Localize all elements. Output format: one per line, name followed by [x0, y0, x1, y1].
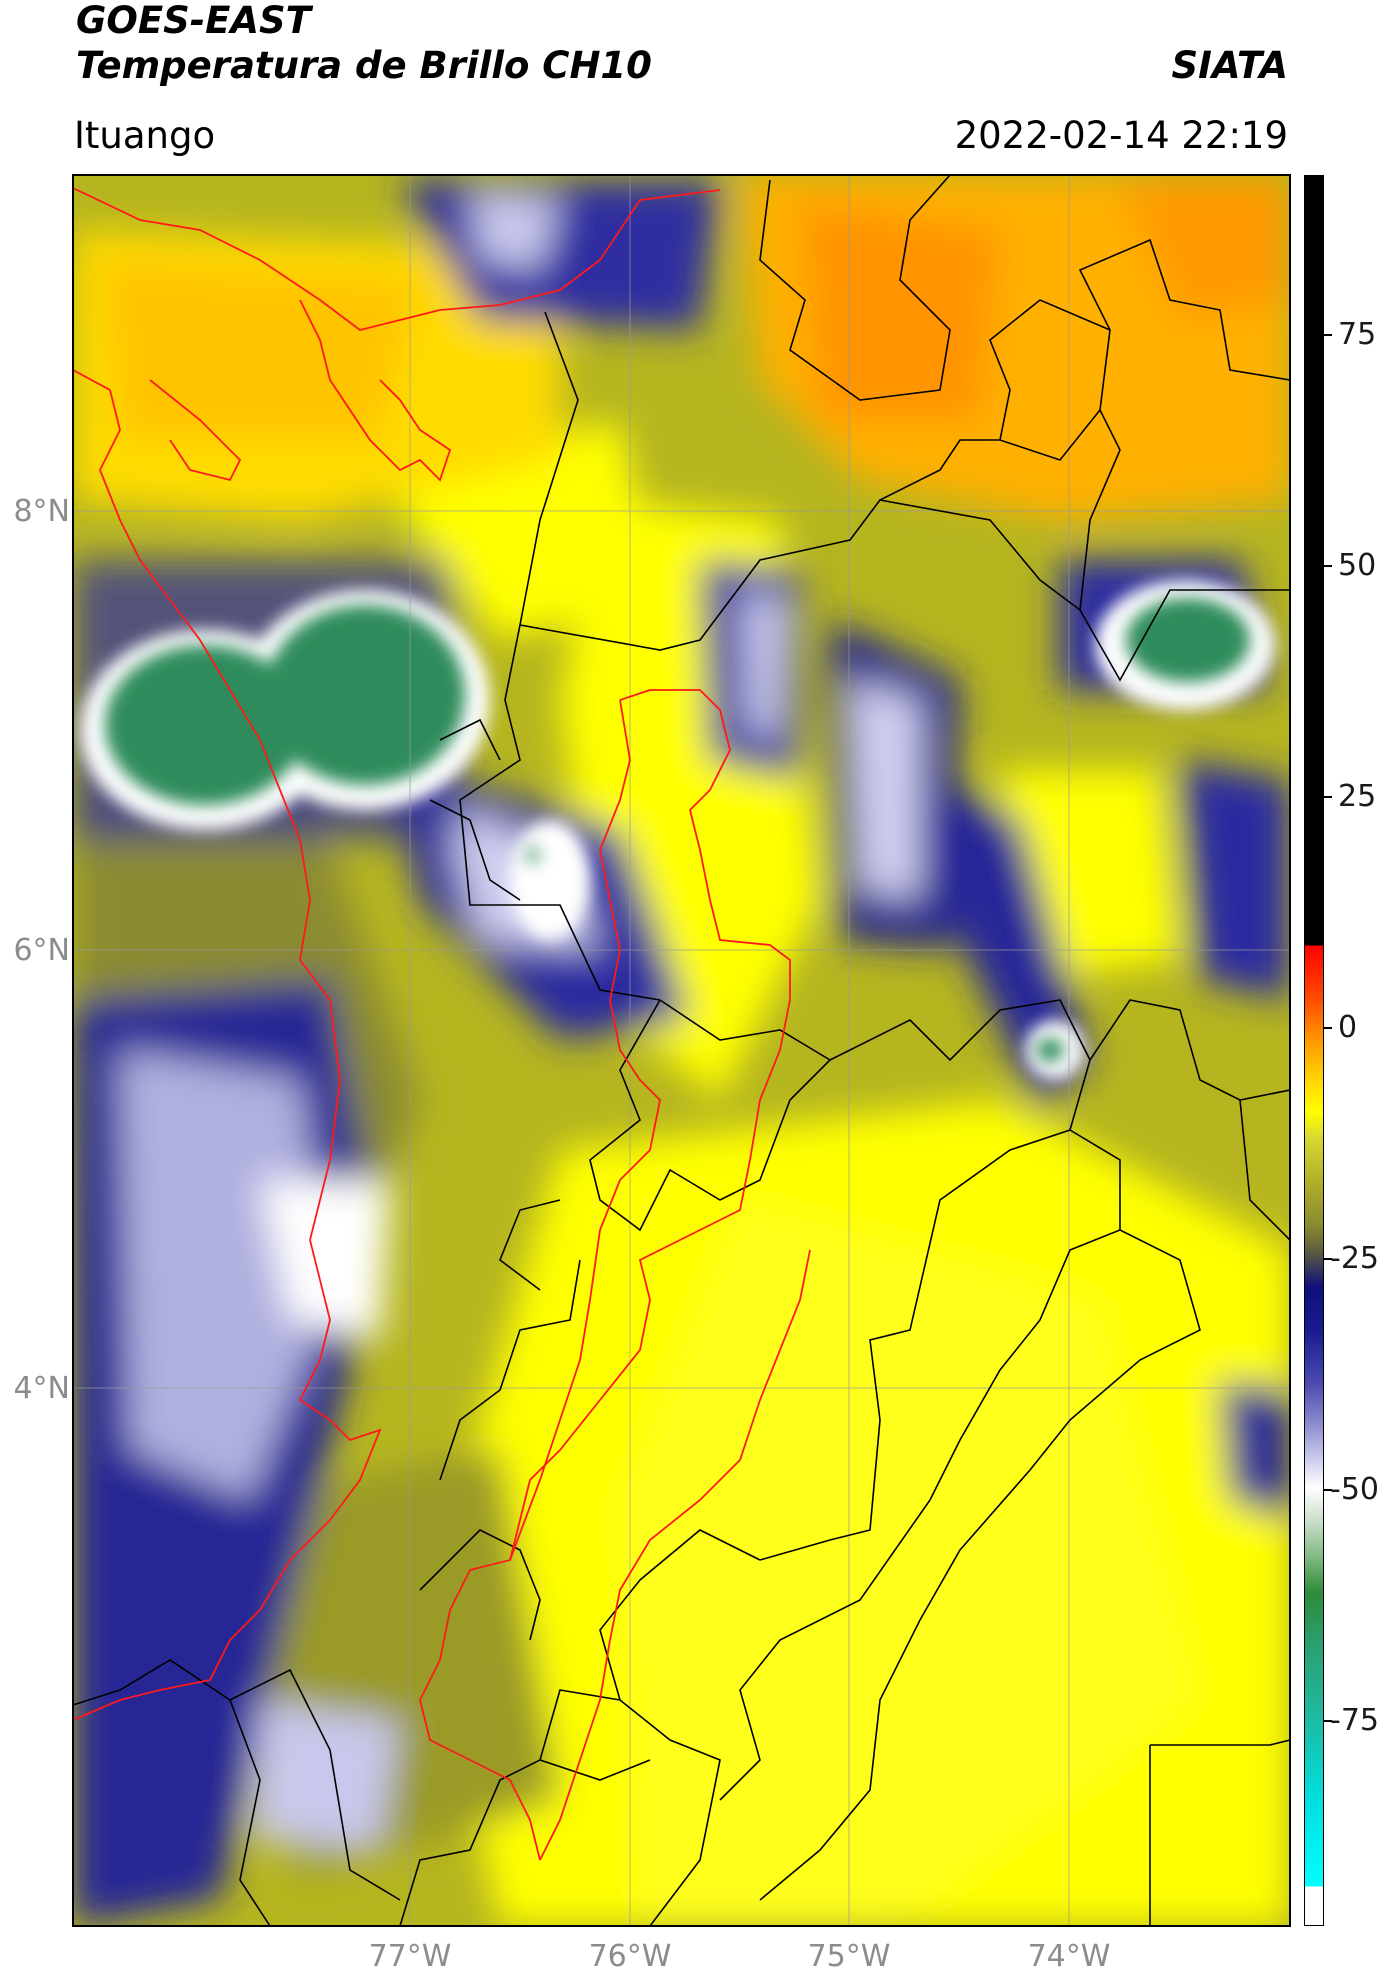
- satellite-title: GOES-EAST: [76, 0, 311, 42]
- colorbar-label-25: 25: [1338, 779, 1377, 814]
- map-frame: [72, 174, 1291, 1927]
- lat-label-6n: 6°N: [13, 933, 70, 968]
- colorbar-label-minus75: -75: [1330, 1703, 1379, 1738]
- department-borders: [73, 175, 1290, 1926]
- colorbar-label-minus25: -25: [1330, 1241, 1379, 1276]
- colorbar-label-50: 50: [1338, 548, 1377, 583]
- lat-label-4n: 4°N: [13, 1371, 70, 1406]
- colorbar: [1304, 175, 1324, 1926]
- colorbar-tick-marks: [1324, 175, 1332, 1926]
- lon-label-74w: 74°W: [1028, 1939, 1111, 1974]
- product-title: Temperatura de Brillo CH10: [76, 44, 652, 87]
- lon-label-75w: 75°W: [808, 1939, 891, 1974]
- source-label: SIATA: [1171, 44, 1288, 87]
- datetime-label: 2022-02-14 22:19: [954, 114, 1288, 157]
- colorbar-label-75: 75: [1338, 317, 1377, 352]
- lat-label-8n: 8°N: [13, 494, 70, 529]
- lon-label-76w: 76°W: [589, 1939, 672, 1974]
- colorbar-label-0: 0: [1338, 1010, 1358, 1045]
- lon-label-77w: 77°W: [369, 1939, 452, 1974]
- location-label: Ituango: [74, 114, 216, 157]
- colorbar-label-minus50: -50: [1330, 1472, 1379, 1507]
- brightness-temperature-field: [73, 175, 1290, 1926]
- map-gridlines: [73, 175, 1290, 1926]
- red-boundaries: [73, 187, 811, 1861]
